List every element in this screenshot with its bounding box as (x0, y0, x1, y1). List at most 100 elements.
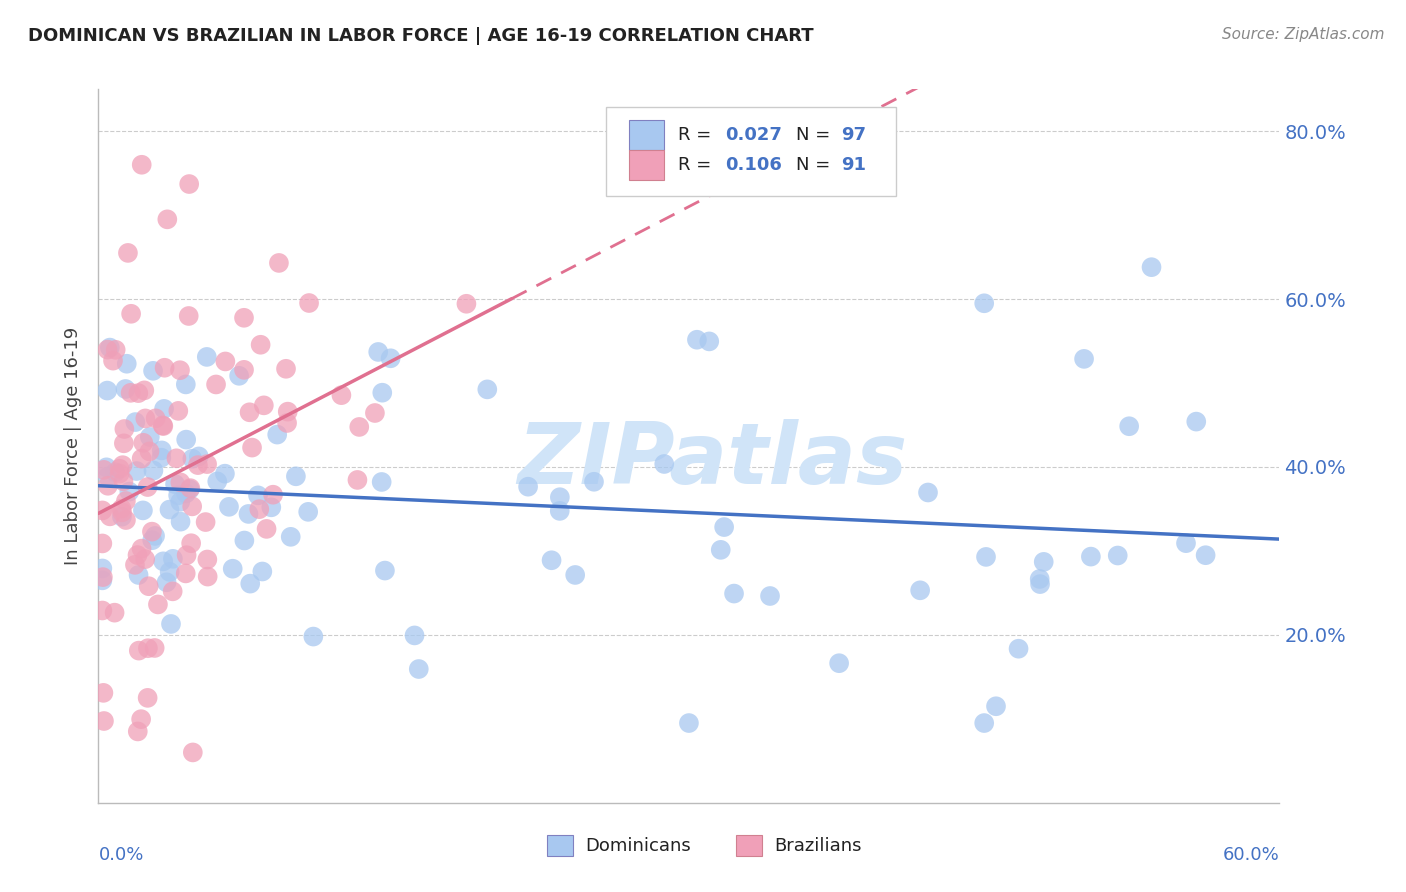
Point (984, 699, 1007, 714)
Point (128, 568, 150, 582)
Text: R =: R = (678, 156, 717, 174)
FancyBboxPatch shape (737, 835, 762, 856)
Point (101, 353, 124, 368)
Point (456, 297, 478, 311)
Point (167, 488, 190, 502)
Point (247, 488, 270, 502)
Point (686, 333, 709, 347)
Point (145, 411, 167, 425)
Point (238, 507, 260, 521)
Point (723, 586, 745, 600)
Point (141, 533, 163, 548)
Point (91, 603, 114, 617)
Point (274, 361, 297, 376)
Point (177, 309, 200, 323)
Point (1140, 260, 1163, 275)
Point (156, 212, 179, 227)
Point (127, 548, 149, 562)
Point (132, 435, 155, 450)
Point (91, 503, 114, 517)
Point (104, 343, 127, 357)
Point (96, 460, 118, 475)
Point (207, 475, 229, 489)
Point (233, 533, 256, 548)
Point (141, 524, 163, 539)
Point (174, 433, 197, 447)
Y-axis label: In Labor Force | Age 16-19: In Labor Force | Age 16-19 (63, 326, 82, 566)
Text: N =: N = (796, 126, 837, 144)
Point (132, 503, 155, 517)
Point (98, 509, 121, 524)
Point (97, 469, 120, 483)
Point (136, 480, 159, 494)
Point (374, 564, 396, 578)
Point (364, 406, 387, 420)
Point (517, 480, 540, 494)
Point (93, 686, 115, 700)
Point (218, 500, 240, 514)
Point (262, 488, 284, 502)
Point (152, 554, 174, 568)
Point (124, 558, 146, 572)
Point (380, 351, 402, 366)
Point (277, 404, 299, 418)
Point (187, 458, 209, 472)
Text: 91: 91 (841, 156, 866, 174)
Point (138, 579, 160, 593)
Point (104, 606, 127, 620)
Point (112, 422, 135, 436)
Point (134, 411, 156, 425)
Point (114, 382, 136, 396)
Point (131, 158, 153, 172)
Point (1118, 419, 1140, 434)
Point (96, 384, 118, 398)
Point (266, 427, 288, 442)
Point (174, 377, 197, 392)
Point (974, 549, 997, 564)
Point (91, 574, 114, 588)
Text: ZIPatlas: ZIPatlas (517, 418, 908, 502)
Point (179, 483, 201, 497)
Point (239, 405, 262, 419)
Point (134, 552, 156, 566)
Text: 97: 97 (841, 126, 866, 144)
Point (146, 598, 169, 612)
Point (153, 360, 176, 375)
Text: Source: ZipAtlas.com: Source: ZipAtlas.com (1222, 27, 1385, 42)
Point (111, 509, 134, 524)
Point (153, 401, 176, 416)
Point (138, 444, 160, 458)
Point (91, 561, 114, 575)
Point (228, 368, 250, 383)
Point (540, 553, 562, 567)
Point (118, 484, 141, 499)
Point (1032, 555, 1054, 569)
Point (179, 177, 201, 191)
Text: DOMINICAN VS BRAZILIAN IN LABOR FORCE | AGE 16-19 CORRELATION CHART: DOMINICAN VS BRAZILIAN IN LABOR FORCE | … (28, 27, 814, 45)
Point (134, 384, 156, 398)
Point (150, 443, 173, 458)
Point (1185, 415, 1208, 429)
Point (330, 388, 353, 402)
Text: 0.0%: 0.0% (98, 846, 143, 863)
Point (197, 569, 219, 583)
Point (96, 343, 118, 357)
Point (155, 575, 177, 590)
Point (548, 490, 571, 504)
Point (1029, 577, 1052, 591)
Point (162, 584, 184, 599)
Point (159, 565, 181, 579)
Point (194, 515, 217, 529)
Text: N =: N = (796, 156, 837, 174)
Point (142, 463, 165, 477)
Point (233, 363, 256, 377)
Point (1007, 641, 1029, 656)
Point (111, 458, 134, 472)
Point (169, 515, 191, 529)
Point (131, 541, 153, 556)
Text: Dominicans: Dominicans (585, 837, 690, 855)
Point (1028, 572, 1050, 586)
Point (136, 641, 159, 656)
Point (267, 256, 290, 270)
Point (280, 530, 302, 544)
